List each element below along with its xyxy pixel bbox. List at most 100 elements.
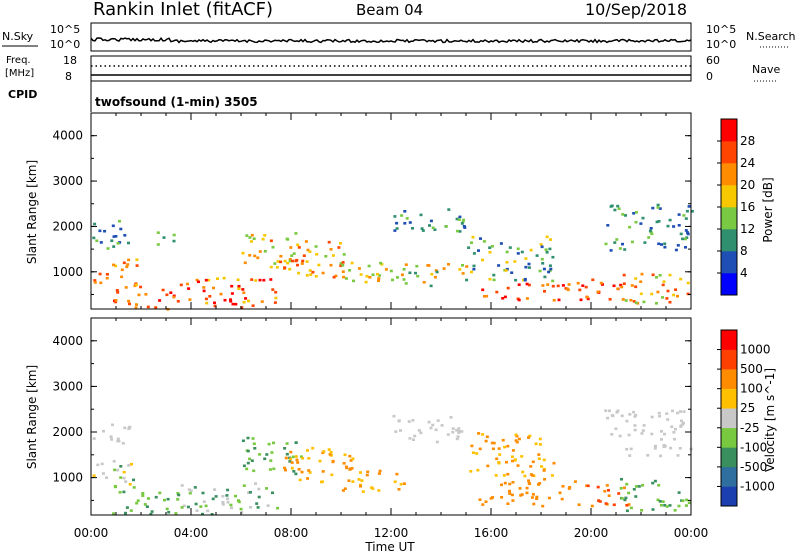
data-cell xyxy=(237,500,241,504)
data-cell xyxy=(226,488,230,492)
data-cell xyxy=(685,498,689,502)
nsky-tick-top: 10^5 xyxy=(50,23,80,36)
data-cell xyxy=(514,439,518,442)
data-cell xyxy=(650,415,654,419)
data-cell xyxy=(236,499,240,502)
data-cell xyxy=(428,224,431,227)
data-cell xyxy=(607,489,610,492)
data-cell xyxy=(201,512,204,516)
data-cell xyxy=(471,235,475,239)
data-cell xyxy=(179,283,183,287)
data-cell xyxy=(116,437,120,441)
data-cell xyxy=(579,298,583,302)
data-cell xyxy=(686,232,690,236)
data-cell xyxy=(511,459,514,463)
data-cell xyxy=(683,237,687,241)
data-cell xyxy=(412,438,415,441)
data-cell xyxy=(114,299,118,302)
data-cell xyxy=(663,504,667,507)
data-cell xyxy=(284,468,287,472)
data-cell xyxy=(321,470,325,473)
data-cell xyxy=(265,487,268,490)
data-cell xyxy=(146,305,150,309)
data-cell xyxy=(573,480,577,483)
data-cell xyxy=(621,213,625,216)
data-cell xyxy=(527,283,531,287)
x-tick-label: 00:00 xyxy=(674,526,709,540)
data-cell xyxy=(185,282,189,286)
data-cell xyxy=(449,416,453,419)
colorbar-segment xyxy=(721,185,737,208)
data-cell xyxy=(245,234,249,237)
data-cell xyxy=(467,246,471,249)
data-cell xyxy=(528,482,532,486)
data-cell xyxy=(637,485,641,488)
data-cell xyxy=(377,489,381,492)
data-cell xyxy=(434,269,438,272)
data-cell xyxy=(609,205,613,208)
data-cell xyxy=(585,295,589,299)
data-cell xyxy=(655,276,658,279)
data-cell xyxy=(327,240,331,244)
data-cell xyxy=(661,500,665,503)
data-cell xyxy=(247,491,251,494)
data-cell xyxy=(266,504,270,507)
data-cell xyxy=(347,479,351,482)
data-cell xyxy=(269,278,273,281)
data-cell xyxy=(122,261,126,265)
data-cell xyxy=(434,428,438,432)
data-cell xyxy=(123,426,127,430)
data-cell xyxy=(457,430,461,433)
data-cell xyxy=(188,491,192,495)
data-cell xyxy=(666,418,670,421)
velocity-colorbar-label: Velocity [m s^-1] xyxy=(763,368,777,472)
data-cell xyxy=(596,485,600,489)
colorbar-tick-label: 100 xyxy=(740,382,763,396)
data-cell xyxy=(124,511,127,515)
power-ylabel: Slant Range [km] xyxy=(25,160,39,264)
data-cell xyxy=(462,225,466,228)
data-cell xyxy=(681,499,685,502)
data-cell xyxy=(674,248,678,252)
data-cell xyxy=(650,232,654,236)
data-cell xyxy=(128,483,132,486)
data-cell xyxy=(621,298,625,301)
data-cell xyxy=(143,503,147,506)
data-cell xyxy=(113,468,117,472)
data-cell xyxy=(624,214,627,217)
data-cell xyxy=(616,287,620,291)
data-cell xyxy=(462,218,465,222)
colorbar-tick-label: 4 xyxy=(740,266,748,280)
data-cell xyxy=(276,506,280,510)
data-cell xyxy=(305,260,309,263)
data-cell xyxy=(176,498,180,501)
data-cell xyxy=(684,246,687,249)
data-cell xyxy=(416,274,420,278)
data-cell xyxy=(492,278,496,282)
data-cell xyxy=(673,437,676,441)
data-cell xyxy=(634,285,638,289)
data-cell xyxy=(289,457,293,461)
data-cell xyxy=(642,424,646,427)
data-cell xyxy=(296,263,299,267)
data-cell xyxy=(377,472,381,475)
data-cell xyxy=(396,276,399,279)
data-cell xyxy=(399,429,402,432)
data-cell xyxy=(114,264,118,268)
data-cell xyxy=(680,419,683,423)
data-cell xyxy=(252,237,256,240)
data-cell xyxy=(309,273,313,276)
data-cell xyxy=(527,266,531,269)
power-colorbar: 28 24 20 16 12 8 4 Power [dB] xyxy=(717,118,775,296)
data-cell xyxy=(93,279,97,282)
date-title: 10/Sep/2018 xyxy=(585,0,687,19)
data-cell xyxy=(258,453,262,456)
data-cell xyxy=(378,469,382,473)
data-cell xyxy=(246,449,250,453)
data-cell xyxy=(302,254,306,257)
data-cell xyxy=(331,459,335,463)
data-cell xyxy=(408,221,412,224)
data-cell xyxy=(629,298,633,302)
data-cell xyxy=(503,481,507,485)
data-cell xyxy=(288,258,292,261)
